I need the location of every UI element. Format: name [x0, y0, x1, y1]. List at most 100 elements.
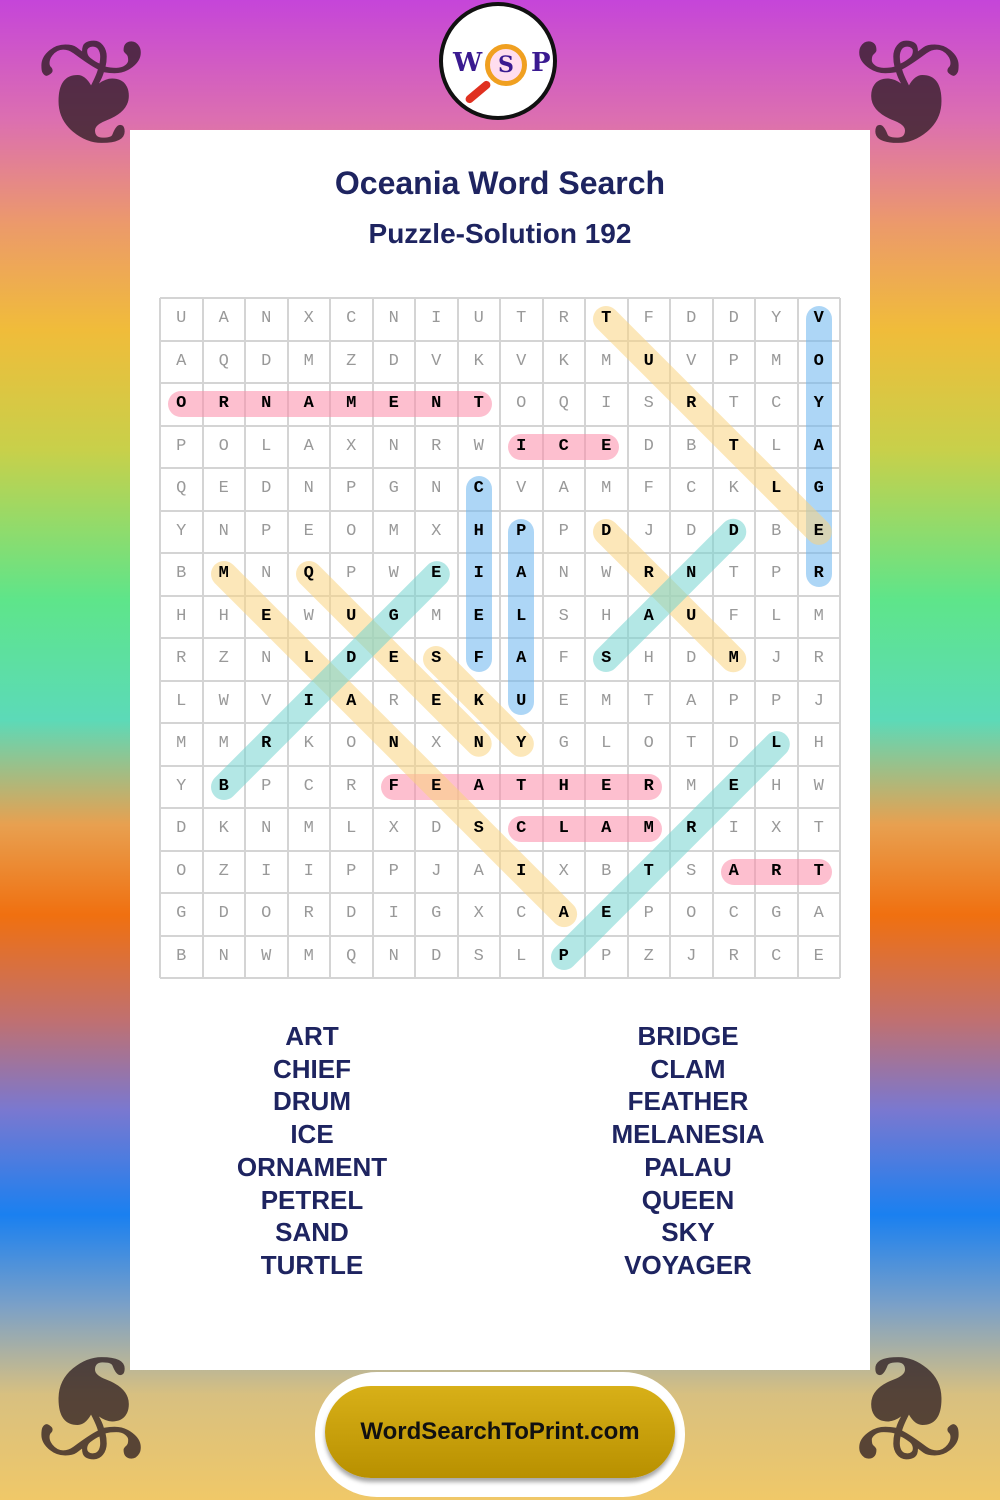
- grid-cell: O: [346, 734, 357, 753]
- grid-cell: R: [728, 946, 739, 966]
- grid-cell: H: [643, 649, 654, 668]
- grid-cell: P: [771, 564, 782, 583]
- grid-cell: R: [346, 776, 357, 796]
- grid-cell: V: [261, 691, 272, 711]
- grid-cell: G: [813, 479, 824, 498]
- grid-cell: G: [176, 904, 187, 923]
- grid-cell: P: [558, 521, 569, 541]
- grid-cell: F: [643, 309, 654, 328]
- grid-cell: T: [516, 309, 527, 328]
- logo-letter: W: [453, 48, 483, 78]
- grid-cell: P: [516, 521, 527, 541]
- grid-cell: W: [601, 564, 612, 583]
- grid-cell: F: [728, 606, 739, 626]
- grid-line: [499, 298, 501, 978]
- grid-cell: K: [558, 351, 569, 371]
- grid-cell: D: [176, 819, 187, 838]
- grid-cell: I: [303, 691, 314, 711]
- grid-cell: M: [686, 776, 697, 796]
- grid-cell: C: [303, 776, 314, 796]
- grid-cell: O: [346, 521, 357, 541]
- grid-cell: N: [388, 734, 399, 753]
- page-subtitle: Puzzle-Solution 192: [368, 218, 632, 249]
- word-list-item: BRIDGE: [637, 1021, 739, 1051]
- grid-cell: E: [601, 904, 612, 923]
- grid-cell: G: [558, 734, 569, 753]
- grid-cell: A: [813, 436, 824, 456]
- grid-cell: X: [771, 819, 782, 838]
- solution-highlight-ice: [508, 433, 620, 460]
- grid-cell: Q: [303, 564, 314, 583]
- grid-cell: R: [643, 776, 654, 796]
- site-link-button[interactable]: WordSearchToPrint.com: [325, 1386, 675, 1478]
- grid-cell: E: [388, 394, 399, 413]
- word-list-right: BRIDGE CLAM FEATHER MELANESIA PALAU QUEEN SKY V…: [538, 1020, 838, 1282]
- logo-letter: P: [531, 48, 551, 78]
- grid-line: [160, 679, 840, 682]
- grid-cell: L: [771, 734, 782, 753]
- grid-cell: H: [558, 776, 569, 796]
- grid-cell: D: [346, 904, 357, 923]
- grid-cell: H: [771, 776, 782, 796]
- grid-cell: V: [686, 351, 697, 371]
- grid-cell: T: [728, 394, 739, 413]
- grid-line: [669, 298, 671, 978]
- grid-cell: S: [431, 649, 442, 668]
- grid-cell: R: [176, 649, 187, 668]
- grid-cell: F: [643, 479, 654, 498]
- grid-cell: V: [813, 309, 824, 328]
- grid-cell: T: [686, 734, 697, 753]
- grid-cell: I: [303, 861, 314, 881]
- grid-cell: L: [176, 691, 187, 711]
- grid-cell: X: [473, 904, 484, 923]
- grid-cell: R: [388, 691, 399, 711]
- grid-cell: N: [261, 649, 272, 668]
- grid-cell: S: [643, 394, 654, 413]
- grid-cell: M: [813, 606, 824, 626]
- grid-cell: M: [176, 734, 187, 753]
- grid-cell: F: [473, 649, 484, 668]
- grid-cell: E: [601, 436, 612, 456]
- grid-line: [160, 977, 840, 979]
- grid-cell: U: [473, 309, 484, 328]
- grid-cell: K: [218, 819, 229, 838]
- grid-cell: M: [388, 521, 399, 541]
- grid-cell: E: [813, 521, 824, 541]
- grid-cell: D: [261, 351, 272, 371]
- grid-cell: X: [303, 309, 314, 328]
- grid-cell: P: [346, 564, 357, 583]
- grid-cell: N: [218, 521, 229, 541]
- grid-cell: A: [558, 904, 569, 923]
- grid-cell: T: [643, 691, 654, 711]
- grid-cell: A: [601, 819, 612, 838]
- grid-cell: C: [516, 904, 527, 923]
- grid-cell: B: [218, 776, 229, 796]
- grid-cell: T: [728, 564, 739, 583]
- grid-cell: M: [218, 564, 229, 583]
- grid-cell: O: [176, 394, 187, 413]
- grid-line: [541, 298, 544, 978]
- grid-cell: Y: [176, 776, 187, 796]
- grid-cell: Q: [218, 351, 229, 371]
- grid-cell: M: [303, 351, 314, 371]
- grid-cell: D: [686, 309, 697, 328]
- grid-cell: D: [728, 521, 739, 541]
- grid-cell: I: [728, 819, 739, 838]
- grid-cell: F: [558, 649, 569, 668]
- grid-cell: C: [771, 394, 782, 413]
- grid-cell: V: [516, 479, 527, 498]
- grid-cell: H: [601, 606, 612, 626]
- grid-cell: Y: [516, 734, 527, 753]
- grid-cell: U: [346, 606, 357, 626]
- grid-cell: I: [473, 564, 484, 583]
- grid-cell: L: [771, 436, 782, 456]
- grid-cell: P: [728, 691, 739, 711]
- grid-cell: Q: [176, 479, 187, 498]
- grid-cell: E: [431, 564, 442, 583]
- grid-cell: P: [643, 904, 654, 923]
- grid-cell: L: [346, 819, 357, 838]
- grid-cell: E: [728, 776, 739, 796]
- grid-cell: G: [388, 479, 399, 498]
- grid-cell: H: [176, 606, 187, 626]
- grid-cell: M: [303, 946, 314, 966]
